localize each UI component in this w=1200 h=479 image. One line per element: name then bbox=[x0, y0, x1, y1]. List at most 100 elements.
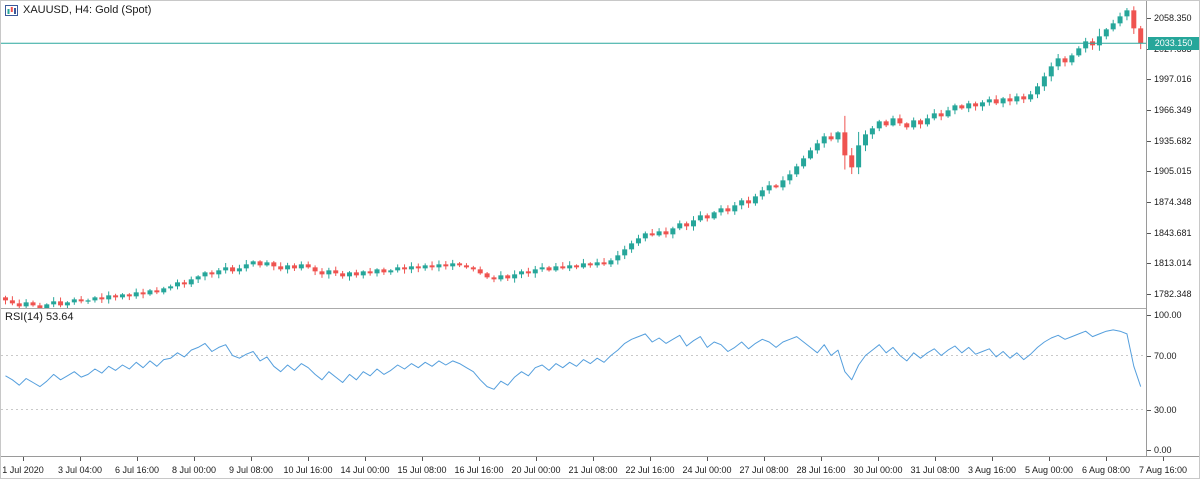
candle-down bbox=[37, 305, 43, 308]
candle-down bbox=[725, 208, 731, 212]
rsi-pane[interactable]: RSI(14) 53.64 bbox=[1, 309, 1146, 456]
candle-up bbox=[615, 255, 621, 261]
candle-up bbox=[594, 262, 600, 266]
candle-down bbox=[849, 155, 855, 168]
candle-down bbox=[491, 277, 497, 280]
time-tick-label: 24 Jul 00:00 bbox=[682, 465, 732, 475]
candle-down bbox=[973, 103, 979, 107]
time-tick-mark bbox=[251, 457, 252, 461]
price-tick-mark bbox=[1147, 263, 1151, 265]
chart-icon bbox=[5, 4, 18, 16]
candle-up bbox=[64, 302, 70, 306]
candle-down bbox=[574, 265, 580, 268]
time-tick-label: 28 Jul 16:00 bbox=[796, 465, 846, 475]
candle-up bbox=[450, 263, 456, 267]
candle-up bbox=[739, 200, 745, 206]
candle-down bbox=[58, 301, 64, 306]
price-tick-mark bbox=[1147, 79, 1151, 81]
candlestick-plot[interactable] bbox=[1, 1, 1146, 308]
candle-up bbox=[168, 286, 174, 289]
candle-up bbox=[1069, 55, 1075, 63]
candle-down bbox=[278, 266, 284, 270]
rsi-tick-label: 30.00 bbox=[1154, 404, 1177, 415]
price-tick-label: 1874.348 bbox=[1154, 197, 1192, 207]
candle-up bbox=[133, 292, 139, 297]
price-tick-mark bbox=[1147, 140, 1151, 142]
time-axis[interactable]: 1 Jul 2020 3 Jul 04:00 6 Jul 16:00 8 Jul 00… bbox=[1, 456, 1199, 478]
price-tick-mark bbox=[1147, 110, 1151, 111]
candle-down bbox=[402, 267, 408, 270]
candle-down bbox=[126, 294, 132, 297]
candle-up bbox=[794, 166, 800, 175]
rsi-tick-label: 70.00 bbox=[1154, 350, 1177, 361]
candle-up bbox=[821, 136, 827, 144]
candle-down bbox=[415, 266, 421, 269]
candle-up bbox=[787, 174, 793, 181]
candle-down bbox=[684, 223, 690, 227]
candle-up bbox=[1035, 86, 1040, 95]
candle-up bbox=[298, 264, 304, 269]
candle-up bbox=[422, 265, 428, 269]
candle-up bbox=[697, 215, 703, 221]
candle-up bbox=[519, 271, 524, 275]
candle-down bbox=[525, 271, 531, 274]
candle-up bbox=[326, 270, 332, 275]
time-tick-label: 6 Aug 08:00 bbox=[1081, 465, 1131, 475]
candle-down bbox=[291, 265, 297, 269]
candle-up bbox=[622, 249, 628, 256]
time-tick-label: 22 Jul 16:00 bbox=[625, 465, 675, 475]
candle-up bbox=[952, 105, 958, 111]
candle-up bbox=[629, 243, 635, 250]
price-tick-label: 1935.682 bbox=[1154, 135, 1192, 146]
candle-up bbox=[161, 288, 167, 293]
candle-down bbox=[587, 263, 593, 266]
candle-down bbox=[704, 215, 710, 219]
candle-down bbox=[649, 233, 655, 236]
candle-down bbox=[773, 185, 779, 188]
price-axis[interactable]: 2033.150 2058.3502027.6831997.0161966.34… bbox=[1146, 1, 1199, 456]
candle-up bbox=[202, 272, 208, 277]
price-tick-mark bbox=[1147, 294, 1151, 295]
price-pane[interactable]: XAUUSD, H4: Gold (Spot) bbox=[1, 1, 1146, 308]
candle-up bbox=[890, 118, 896, 126]
candle-up bbox=[752, 196, 758, 204]
candle-up bbox=[766, 185, 772, 191]
candle-up bbox=[966, 103, 972, 109]
price-tick-mark bbox=[1147, 202, 1151, 203]
candle-up bbox=[718, 208, 724, 213]
candle-up bbox=[835, 132, 841, 140]
candle-down bbox=[484, 273, 490, 278]
candle-up bbox=[1014, 96, 1020, 102]
time-tick-label: 31 Jul 08:00 bbox=[910, 465, 960, 475]
candle-up bbox=[608, 260, 614, 265]
candle-up bbox=[71, 299, 77, 303]
candle-up bbox=[236, 268, 242, 272]
time-tick-label: 3 Aug 16:00 bbox=[967, 465, 1017, 475]
candle-down bbox=[918, 120, 924, 125]
time-tick-label: 20 Jul 00:00 bbox=[511, 465, 561, 475]
candle-down bbox=[113, 295, 119, 298]
candle-down bbox=[271, 262, 277, 267]
candle-up bbox=[979, 102, 985, 107]
candle-up bbox=[285, 265, 291, 270]
candle-down bbox=[1021, 96, 1027, 100]
price-tick-label: 1997.016 bbox=[1154, 74, 1192, 85]
candle-up bbox=[1000, 98, 1006, 104]
time-tick-label: 7 Aug 16:00 bbox=[1138, 465, 1188, 475]
candle-up bbox=[911, 120, 917, 128]
candle-up bbox=[656, 231, 662, 236]
time-tick-label: 15 Jul 08:00 bbox=[397, 465, 447, 475]
time-tick-label: 14 Jul 00:00 bbox=[340, 465, 390, 475]
time-tick-label: 16 Jul 16:00 bbox=[454, 465, 504, 475]
candle-up bbox=[1103, 29, 1109, 37]
candle-down bbox=[381, 269, 387, 273]
candle-down bbox=[828, 136, 834, 140]
rsi-tick-label: 0.00 bbox=[1154, 445, 1172, 455]
time-tick-label: 3 Jul 04:00 bbox=[57, 465, 103, 475]
candle-up bbox=[1096, 36, 1102, 46]
rsi-plot[interactable] bbox=[1, 309, 1146, 456]
candle-down bbox=[505, 275, 511, 279]
candle-up bbox=[642, 233, 648, 239]
time-tick-mark bbox=[935, 457, 936, 461]
pane-separator[interactable] bbox=[1, 308, 1199, 309]
